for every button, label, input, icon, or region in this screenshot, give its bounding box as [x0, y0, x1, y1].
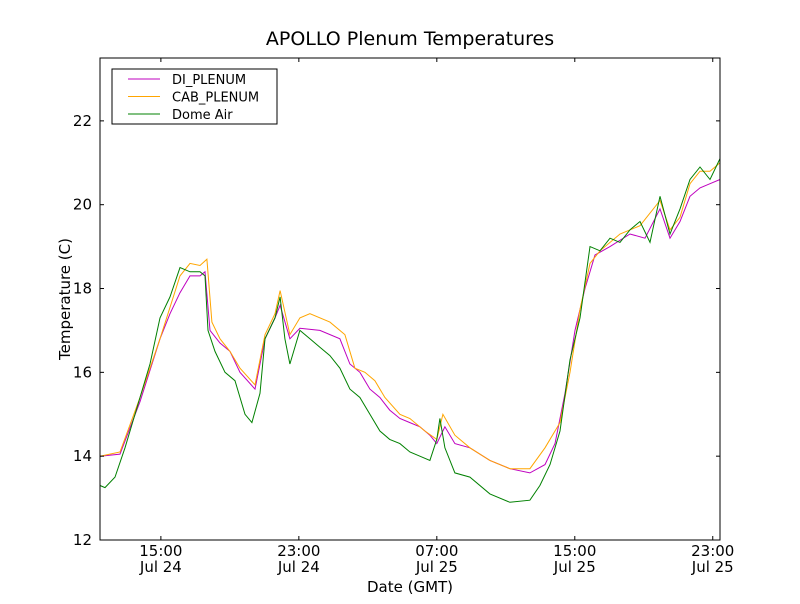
x-tick-time-label: 15:00 [139, 542, 182, 560]
chart-title: APOLLO Plenum Temperatures [266, 28, 554, 50]
legend-label: DI_PLENUM [172, 73, 246, 88]
y-tick-label: 20 [73, 196, 92, 214]
plot-frame [99, 57, 721, 541]
x-tick-time-label: 07:00 [415, 542, 458, 560]
y-tick-label: 22 [73, 112, 92, 130]
x-tick-date-label: Jul 24 [139, 558, 182, 576]
x-tick-time-label: 15:00 [553, 542, 596, 560]
x-tick-date-label: Jul 24 [277, 558, 320, 576]
y-tick-label: 16 [73, 363, 92, 381]
x-tick-date-label: Jul 25 [415, 558, 458, 576]
x-tick-date-label: Jul 25 [691, 558, 734, 576]
y-tick-label: 12 [73, 531, 92, 549]
y-axis-label: Temperature (C) [56, 238, 74, 361]
series-layer [99, 158, 721, 503]
x-tick-time-label: 23:00 [277, 542, 320, 560]
series-line-di-plenum [99, 179, 721, 474]
series-line-dome-air [99, 158, 721, 503]
legend-label: CAB_PLENUM [172, 91, 259, 106]
y-tick-label: 14 [73, 447, 92, 465]
x-tick-date-label: Jul 25 [553, 558, 596, 576]
legend: DI_PLENUM CAB_PLENUM Dome Air [111, 68, 278, 125]
series-line-cab-plenum [99, 162, 721, 470]
legend-label: Dome Air [172, 108, 233, 123]
x-tick-time-label: 23:00 [691, 542, 734, 560]
x-axis-label: Date (GMT) [367, 578, 453, 596]
y-tick-label: 18 [73, 280, 92, 298]
